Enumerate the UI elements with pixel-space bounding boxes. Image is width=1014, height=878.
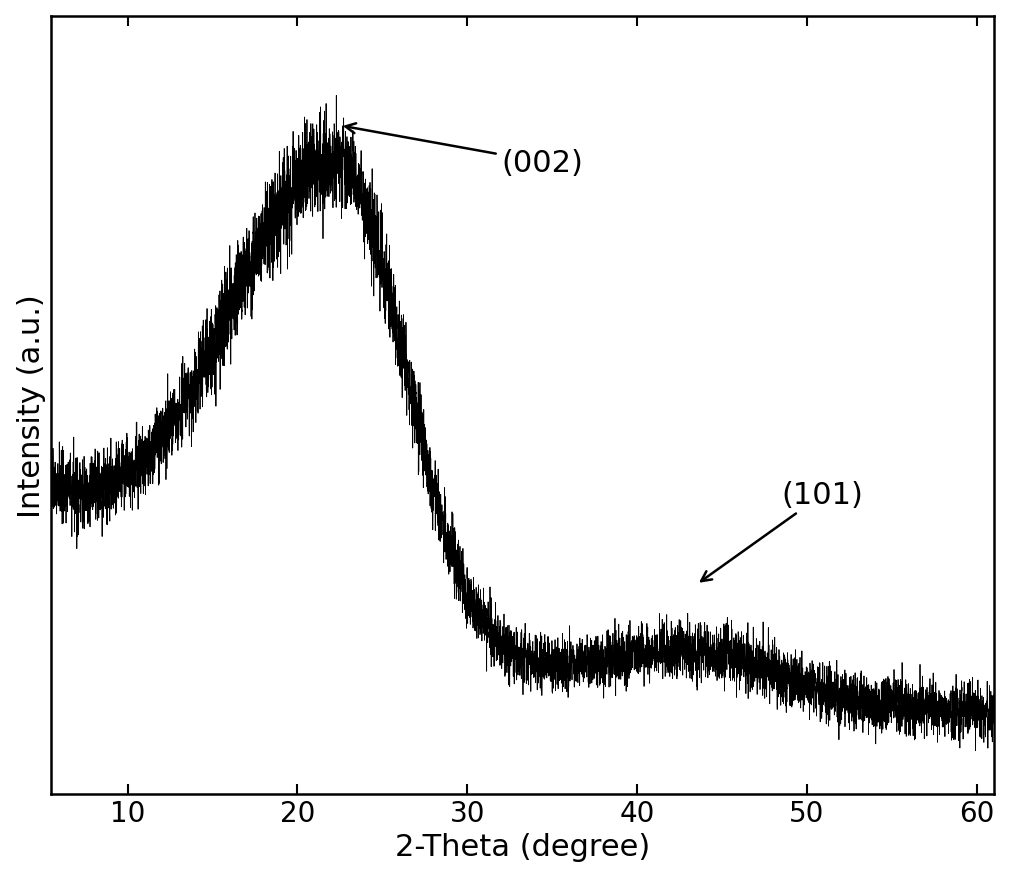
- Text: (101): (101): [701, 480, 863, 581]
- Text: (002): (002): [346, 124, 583, 177]
- Y-axis label: Intensity (a.u.): Intensity (a.u.): [16, 293, 46, 517]
- X-axis label: 2-Theta (degree): 2-Theta (degree): [394, 832, 650, 861]
